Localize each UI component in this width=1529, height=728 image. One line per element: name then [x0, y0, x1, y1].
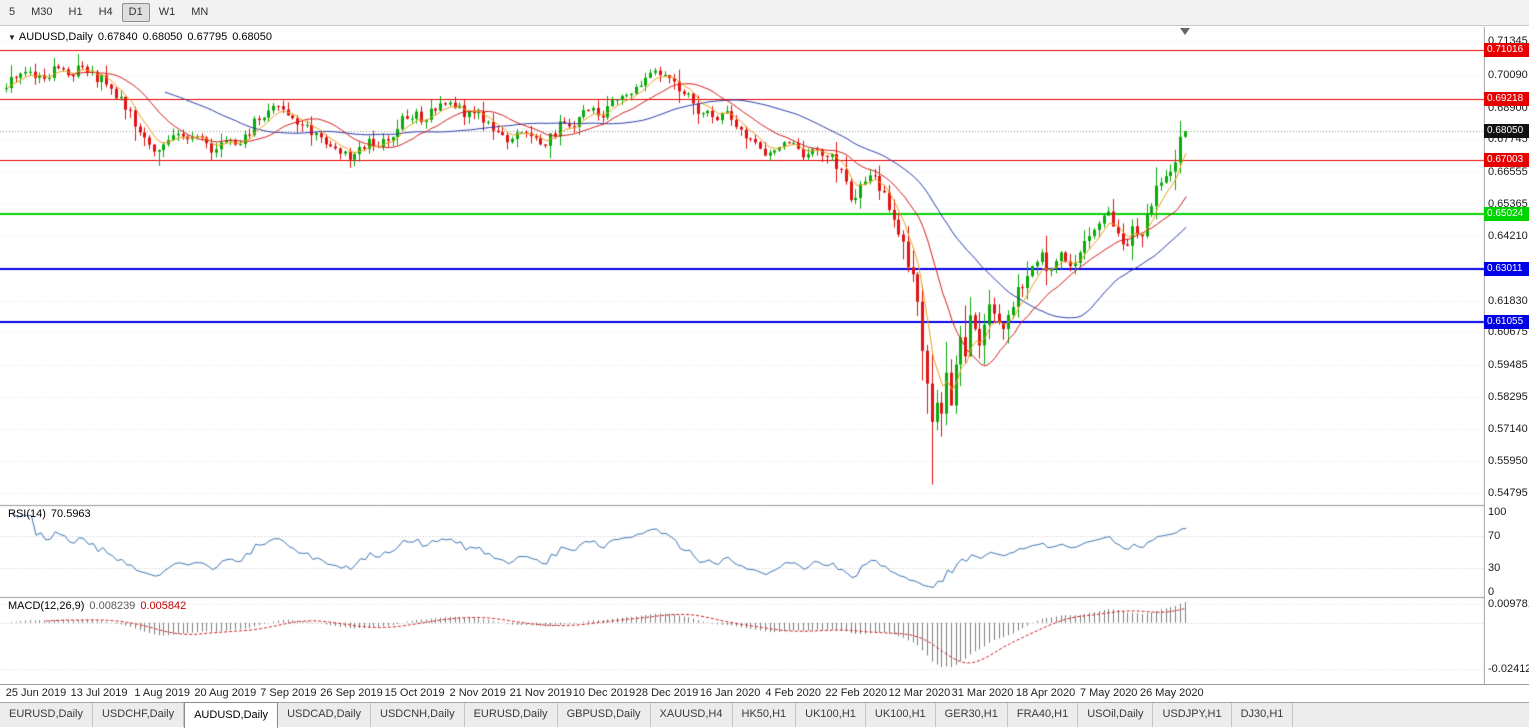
date-axis-label: 15 Oct 2019: [384, 687, 445, 699]
hline-price-badge: 0.71016: [1484, 42, 1529, 57]
date-axis-label: 7 Sep 2019: [260, 687, 317, 699]
macd-signal-value: 0.005842: [140, 600, 187, 612]
current-price-badge: 0.68050: [1484, 123, 1529, 138]
rsi-axis-label: 100: [1488, 506, 1507, 518]
chart-shift-marker[interactable]: [1180, 28, 1190, 35]
chart-ohlc-header: ▼ AUDUSD,Daily 0.67840 0.68050 0.67795 0.6805…: [8, 31, 277, 43]
price-axis-label: 0.54795: [1488, 487, 1528, 499]
date-axis-label: 4 Feb 2020: [765, 687, 822, 699]
ohlc-high: 0.68050: [142, 31, 183, 43]
price-axis-label: 0.64210: [1488, 229, 1528, 242]
rsi-axis-label: 30: [1488, 562, 1501, 574]
chart-tab-usoil-daily-13[interactable]: USOil,Daily: [1078, 703, 1154, 727]
rsi-indicator-label: RSI(14) 70.5963: [8, 508, 96, 520]
date-axis-label: 26 May 2020: [1139, 687, 1204, 699]
date-axis-label: 20 Aug 2019: [194, 687, 257, 699]
macd-axis-label: 0.009781: [1488, 598, 1529, 610]
hline-price-badge: 0.69218: [1484, 92, 1529, 107]
chart-tab-eurusd-daily-0[interactable]: EURUSD,Daily: [0, 703, 93, 727]
date-axis-label: 25 Jun 2019: [5, 687, 67, 699]
date-axis-label: 31 Mar 2020: [951, 687, 1014, 699]
hline-price-badge: 0.61055: [1484, 315, 1529, 330]
chart-tab-ger30-h1-11[interactable]: GER30,H1: [936, 703, 1008, 727]
timeframe-button-h1[interactable]: H1: [68, 6, 83, 18]
rsi-axis-label: 0: [1488, 586, 1495, 598]
chart-tab-fra40-h1-12[interactable]: FRA40,H1: [1008, 703, 1079, 727]
price-axis-label: 0.60675: [1488, 326, 1528, 339]
date-axis-label: 21 Nov 2019: [509, 687, 572, 699]
macd-axis-label: -0.02412: [1488, 663, 1529, 675]
date-axis-label: 13 Jul 2019: [70, 687, 128, 699]
timeframe-toolbar: 5 M30 H1 H4 D1 W1 MN: [0, 0, 1529, 26]
hline-price-badge: 0.65024: [1484, 206, 1529, 221]
rsi-axis-label: 70: [1488, 530, 1501, 542]
date-axis[interactable]: 25 Jun 2019 13 Jul 2019 1 Aug 2019 20 Aug 2…: [0, 684, 1529, 702]
price-axis-label: 0.58295: [1488, 391, 1528, 404]
timeframe-button-h4[interactable]: H4: [98, 6, 113, 18]
price-axis-label: 0.59485: [1488, 358, 1528, 371]
chart-tab-usdcad-daily-3[interactable]: USDCAD,Daily: [278, 703, 372, 727]
chart-tab-uk100-h1-9[interactable]: UK100,H1: [796, 703, 866, 727]
chart-tab-xauusd-h4-7[interactable]: XAUUSD,H4: [651, 703, 733, 727]
chart-tab-dj30-h1-15[interactable]: DJ30,H1: [1232, 703, 1294, 727]
hline-price-badge: 0.63011: [1484, 261, 1529, 276]
date-axis-label: 10 Dec 2019: [572, 687, 636, 699]
price-axis-label: 0.66555: [1488, 165, 1528, 178]
ohlc-low: 0.67795: [187, 31, 228, 43]
chart-tab-usdchf-daily-1[interactable]: USDCHF,Daily: [93, 703, 185, 727]
macd-main-value: 0.008239: [89, 600, 136, 612]
ohlc-close: 0.68050: [232, 31, 272, 43]
price-axis-label: 0.57140: [1488, 422, 1528, 435]
macd-indicator-label: MACD(12,26,9) 0.008239 0.005842: [8, 600, 191, 612]
chart-tab-eurusd-daily-5[interactable]: EURUSD,Daily: [465, 703, 558, 727]
date-axis-label: 12 Mar 2020: [888, 687, 951, 699]
date-axis-label: 16 Jan 2020: [699, 687, 761, 699]
chart-tab-audusd-daily-2[interactable]: AUDUSD,Daily: [184, 702, 279, 728]
price-axis-label: 0.61830: [1488, 294, 1528, 307]
date-axis-label: 2 Nov 2019: [449, 687, 506, 699]
price-axis[interactable]: 0.71345 0.70090 0.68900 0.67745 0.66555 0.653…: [1484, 27, 1529, 684]
chevron-down-icon[interactable]: ▼: [8, 33, 16, 42]
date-axis-label: 28 Dec 2019: [635, 687, 699, 699]
chart-tab-uk100-h1-10[interactable]: UK100,H1: [866, 703, 936, 727]
price-axis-label: 0.55950: [1488, 455, 1528, 468]
price-axis-label: 0.70090: [1488, 69, 1528, 82]
macd-name: MACD(12,26,9): [8, 600, 85, 612]
ohlc-open: 0.67840: [97, 31, 138, 43]
bottom-tabs: EURUSD,Daily USDCHF,Daily AUDUSD,Daily USDC…: [0, 702, 1529, 728]
date-axis-label: 18 Apr 2020: [1015, 687, 1076, 699]
date-axis-label: 26 Sep 2019: [320, 687, 383, 699]
rsi-name: RSI(14): [8, 508, 46, 520]
chart-symbol-label: AUDUSD,Daily: [18, 31, 93, 43]
date-axis-label: 1 Aug 2019: [134, 687, 191, 699]
hline-price-badge: 0.67003: [1484, 152, 1529, 167]
rsi-value: 70.5963: [50, 508, 91, 520]
timeframe-button-d1[interactable]: D1: [121, 3, 150, 22]
chart-tab-gbpusd-daily-6[interactable]: GBPUSD,Daily: [558, 703, 651, 727]
timeframe-button-m30[interactable]: M30: [31, 6, 53, 18]
date-axis-label: 7 May 2020: [1079, 687, 1138, 699]
chart-tab-usdjpy-h1-14[interactable]: USDJPY,H1: [1153, 703, 1232, 727]
chart-tab-usdcnh-daily-4[interactable]: USDCNH,Daily: [371, 703, 465, 727]
timeframe-button-5[interactable]: 5: [9, 6, 16, 18]
date-axis-label: 22 Feb 2020: [825, 687, 888, 699]
timeframe-button-mn[interactable]: MN: [191, 6, 209, 18]
main-chart-canvas[interactable]: [0, 27, 1529, 684]
chart-tab-hk50-h1-8[interactable]: HK50,H1: [733, 703, 797, 727]
timeframe-button-w1[interactable]: W1: [158, 6, 176, 18]
